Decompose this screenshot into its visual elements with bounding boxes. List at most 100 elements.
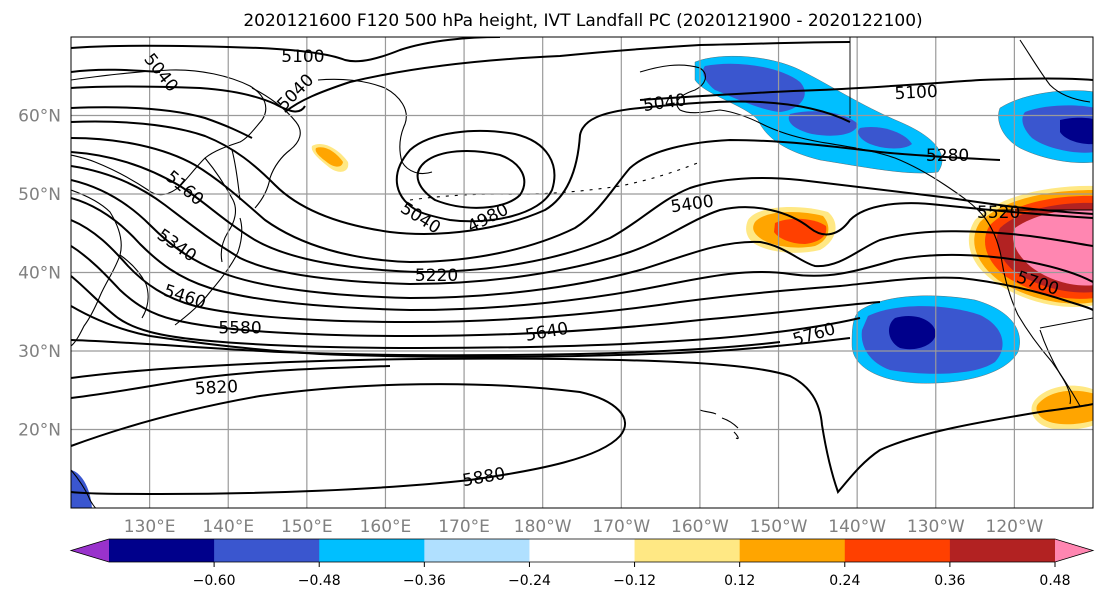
map-frame <box>70 36 1094 509</box>
colorbar-cell <box>319 539 425 562</box>
contour-line <box>284 41 851 113</box>
lat-tick-label: 50°N <box>18 185 61 205</box>
contour-label: 5100 <box>894 82 938 104</box>
contour-line <box>416 150 526 209</box>
coastline-hawaii <box>699 409 739 440</box>
anomaly-blue-dark <box>888 315 936 350</box>
colorbar-cell <box>739 539 846 562</box>
contour-line <box>71 383 626 496</box>
contour-line <box>71 179 1093 300</box>
anomaly-orange <box>315 147 343 167</box>
coastline-asia-north <box>71 69 267 196</box>
colorbar-tick-label: −0.24 <box>508 573 551 589</box>
contour-label: 5520 <box>977 203 1020 223</box>
colorbar-cell <box>949 539 1056 562</box>
coastlines <box>71 37 1093 508</box>
coastline-kamchatka <box>251 87 301 209</box>
lon-tick-label: 140°W <box>828 517 886 537</box>
lon-tick-label: 160°E <box>360 517 412 537</box>
colorbar-cell <box>424 539 530 562</box>
contour-line <box>395 129 556 223</box>
contour-line <box>639 77 1093 101</box>
contour-label: 5820 <box>194 377 238 399</box>
colorbar-tick-label: 0.12 <box>724 573 755 589</box>
contour-line <box>71 365 391 399</box>
coastline-chukotka <box>317 78 433 175</box>
contour-line <box>71 68 161 73</box>
coastline-west-us <box>1001 261 1081 407</box>
contour-label-text: 5100 <box>894 82 938 104</box>
contour-line <box>71 106 253 139</box>
lon-tick-label: 140°E <box>202 517 254 537</box>
contour-label: 5100 <box>281 47 324 67</box>
colorbar-cell <box>529 539 636 562</box>
colorbar-tick-label: 0.36 <box>934 573 965 589</box>
contour-line <box>71 245 881 338</box>
contour-line <box>71 305 851 358</box>
contour-label-text: 5100 <box>281 47 324 67</box>
contour-line <box>71 219 1093 324</box>
height-contours <box>71 37 1093 496</box>
colorbar: −0.60 −0.48 −0.36 −0.24 −0.12 0.12 0.24 0.36 0.4… <box>69 538 1095 589</box>
anomaly-orange <box>1036 390 1093 425</box>
colorbar-tick-label: −0.36 <box>403 573 446 589</box>
lon-tick-label: 150°W <box>750 517 808 537</box>
lat-tick-label: 60°N <box>18 107 61 127</box>
anomaly-blue-medium <box>71 470 92 508</box>
anomaly-blue-dark <box>1060 117 1093 145</box>
lon-tick-label: 180°W <box>514 517 572 537</box>
colorbar-cell <box>844 539 951 562</box>
colorbar-cell <box>109 539 215 562</box>
gridlines <box>71 37 1093 508</box>
contour-line <box>71 85 306 113</box>
lat-tick-label: 30°N <box>18 342 61 362</box>
contour-line <box>71 165 1093 286</box>
colorbar-extend-low <box>71 539 109 562</box>
contour-line <box>71 37 501 63</box>
lon-tick-label: 170°W <box>592 517 650 537</box>
contour-line <box>71 100 851 235</box>
ivt-shading <box>71 55 1093 508</box>
contour-line <box>71 197 1093 312</box>
colorbar-tick-label: −0.12 <box>613 573 656 589</box>
contour-line <box>71 151 1093 274</box>
lon-tick-label: 160°W <box>671 517 729 537</box>
anomaly-blue-medium <box>858 126 912 149</box>
colorbar-extend-high <box>1055 539 1093 562</box>
lon-tick-label: 130°E <box>124 517 176 537</box>
anomaly-red <box>774 218 827 244</box>
coastline-china <box>71 189 122 347</box>
latitude-ticks: 60°N 50°N 40°N 30°N 20°N <box>18 107 61 441</box>
contour-line <box>71 357 1093 494</box>
plot-title: 2020121600 F120 500 hPa height, IVT Land… <box>243 11 922 31</box>
contour-label-text: 5220 <box>415 266 458 286</box>
border-us-mexico <box>1039 317 1093 329</box>
colorbar-tick-label: −0.60 <box>193 573 236 589</box>
contour-line <box>71 275 861 350</box>
lat-tick-label: 40°N <box>18 264 61 284</box>
lon-tick-label: 120°W <box>986 517 1044 537</box>
colorbar-tick-label: −0.48 <box>298 573 341 589</box>
coastline-sakhalin <box>231 149 241 201</box>
colorbar-tick-label: 0.24 <box>829 573 860 589</box>
colorbar-cell <box>634 539 741 562</box>
contour-label-text: 5580 <box>218 318 261 338</box>
coastline-aleutians <box>409 161 701 201</box>
contour-label: 5280 <box>926 146 969 166</box>
coastline-baja <box>1039 329 1072 405</box>
lon-tick-label: 130°W <box>907 517 965 537</box>
lon-tick-label: 170°E <box>438 517 490 537</box>
lat-tick-label: 20°N <box>18 421 61 441</box>
coastline-alaska <box>639 64 1003 263</box>
longitude-ticks: 130°E 140°E 150°E 160°E 170°E 180°W 170°W 160°W… <box>124 517 1044 537</box>
lon-tick-label: 150°E <box>281 517 333 537</box>
colorbar-cell <box>214 539 320 562</box>
contour-label: 5580 <box>218 318 261 338</box>
colorbar-tick-label: 0.48 <box>1039 573 1070 589</box>
contour-label-text: 5280 <box>926 146 969 166</box>
coastline-japan <box>174 217 243 326</box>
contour-label-text: 5520 <box>977 203 1020 223</box>
contour-label-text: 5820 <box>194 377 238 399</box>
